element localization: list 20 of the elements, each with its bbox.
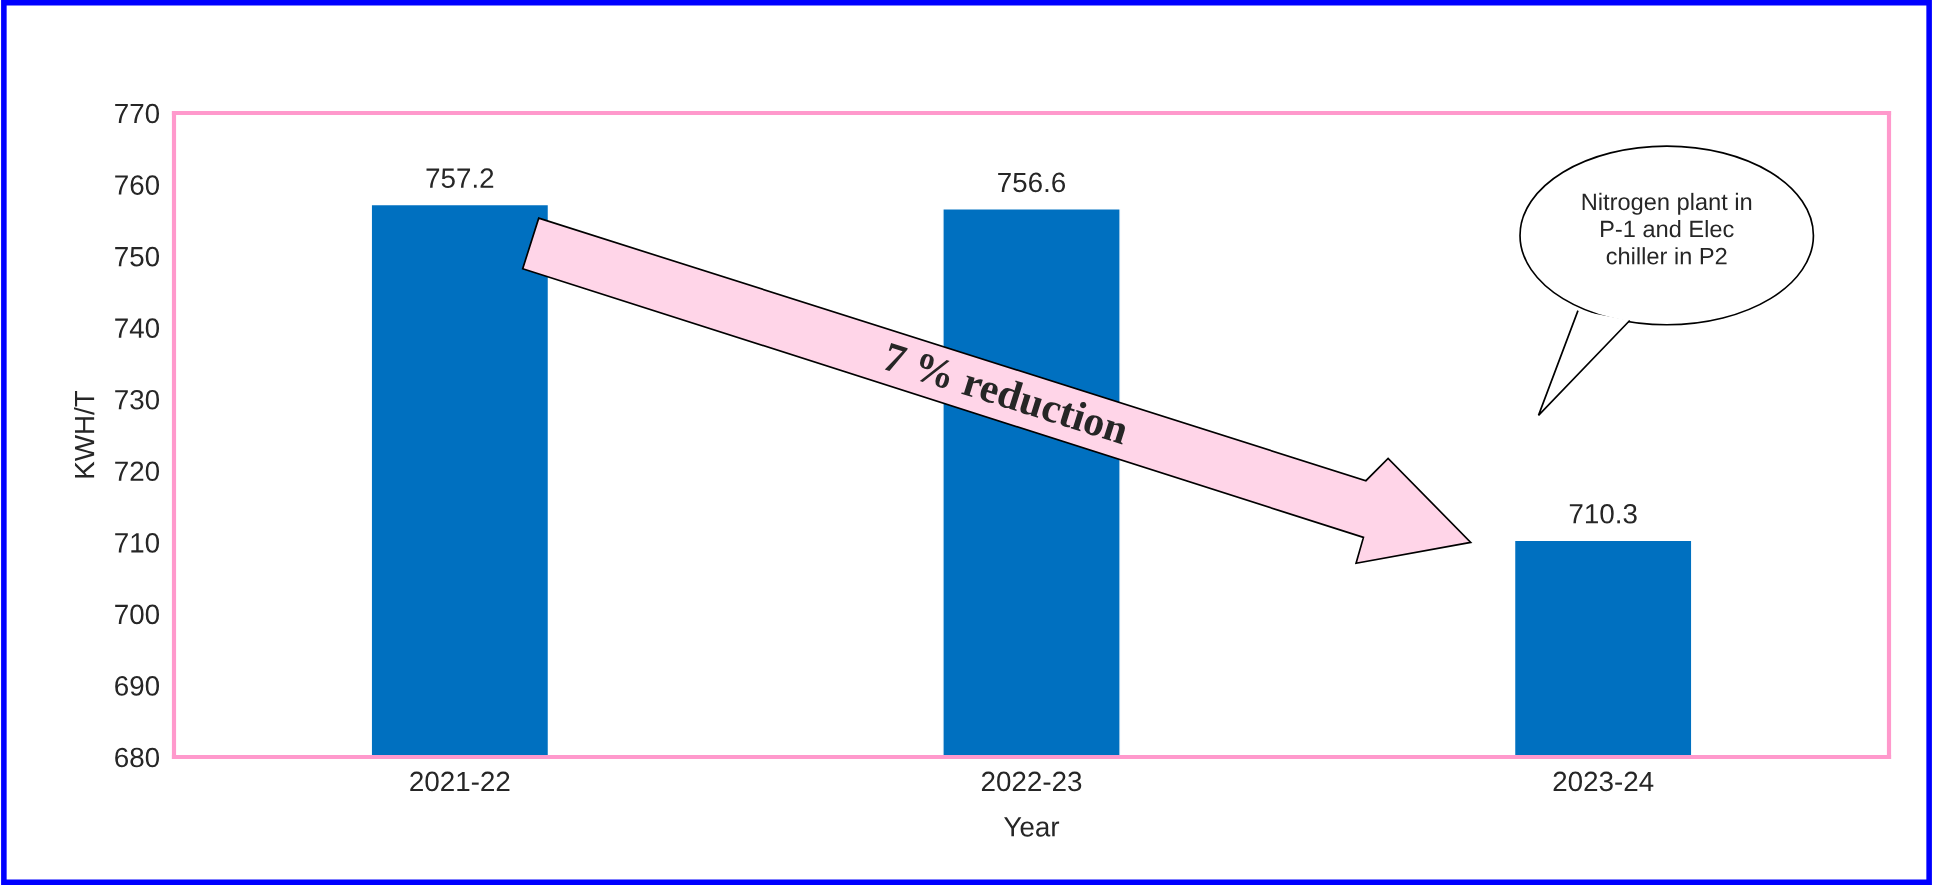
y-tick-label: 700	[115, 604, 160, 625]
x-tick-label: 2023-24	[1553, 771, 1654, 792]
y-tick-label: 770	[115, 103, 160, 124]
data-label: 756.6	[998, 172, 1066, 193]
y-tick-label: 680	[115, 747, 160, 768]
data-label: 710.3	[1569, 503, 1637, 524]
y-tick-label: 730	[115, 389, 160, 410]
annotation: 7 % reduction	[882, 341, 1131, 445]
x-tick-label: 2021-22	[410, 771, 510, 792]
y-tick-label: 720	[115, 461, 160, 482]
y-tick-label: 740	[115, 318, 160, 339]
y-tick-label: 710	[115, 533, 160, 553]
y-axis-title: KWH/T	[73, 390, 95, 478]
data-label: 757.2	[426, 168, 494, 188]
x-axis-title: Year	[1004, 817, 1060, 837]
annotation: Nitrogen plant in P-1 and Elec chiller in P2	[1582, 192, 1752, 265]
x-tick-label: 2022-23	[981, 771, 1082, 792]
y-tick-label: 690	[115, 676, 160, 696]
y-tick-label: 760	[115, 175, 160, 195]
y-tick-label: 750	[115, 246, 160, 267]
